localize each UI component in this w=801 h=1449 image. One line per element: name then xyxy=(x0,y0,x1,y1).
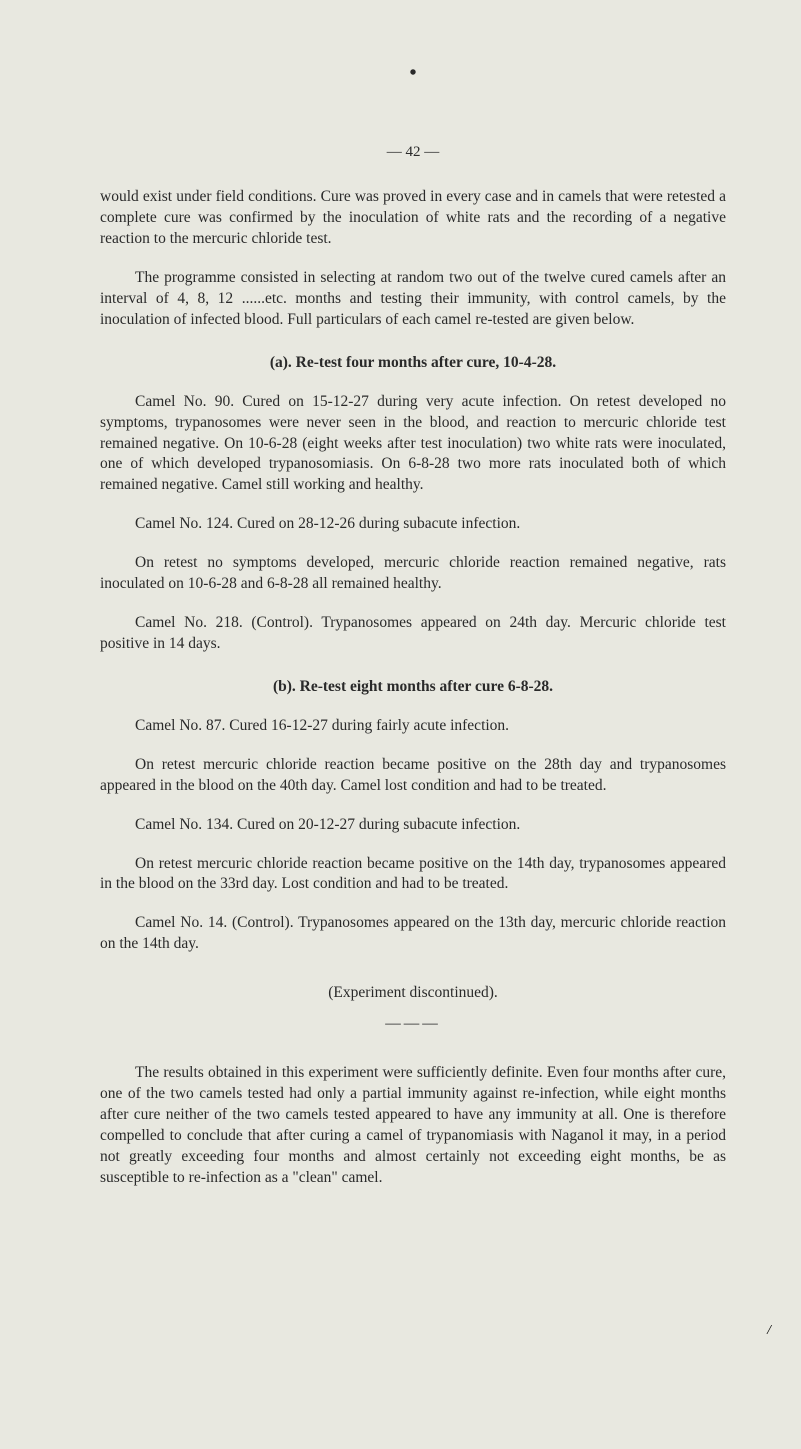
paragraph-camel-218: Camel No. 218. (Control). Trypanosomes a… xyxy=(100,613,726,655)
paragraph-intro-1: would exist under field conditions. Cure… xyxy=(100,187,726,250)
paragraph-conclusion: The results obtained in this experiment … xyxy=(100,1063,726,1189)
paragraph-camel-124-title: Camel No. 124. Cured on 28-12-26 during … xyxy=(100,514,726,535)
paragraph-camel-87-body: On retest mercuric chloride reaction bec… xyxy=(100,755,726,797)
paragraph-camel-124-body: On retest no symptoms developed, mercuri… xyxy=(100,553,726,595)
experiment-discontinued: (Experiment discontinued). xyxy=(100,983,726,1004)
section-heading-b: (b). Re-test eight months after cure 6-8… xyxy=(100,677,726,698)
paragraph-camel-14: Camel No. 14. (Control). Trypanosomes ap… xyxy=(100,913,726,955)
paragraph-camel-134-title: Camel No. 134. Cured on 20-12-27 during … xyxy=(100,815,726,836)
top-dot-mark: • xyxy=(100,60,726,87)
section-divider: ——— xyxy=(100,1014,726,1035)
document-page: • — 42 — would exist under field conditi… xyxy=(100,60,726,1189)
paragraph-camel-134-body: On retest mercuric chloride reaction bec… xyxy=(100,854,726,896)
paragraph-camel-90: Camel No. 90. Cured on 15-12-27 during v… xyxy=(100,392,726,497)
page-number: — 42 — xyxy=(100,142,726,162)
side-annotation-mark: / xyxy=(767,1323,771,1339)
section-heading-a: (a). Re-test four months after cure, 10-… xyxy=(100,353,726,374)
paragraph-intro-2: The programme consisted in selecting at … xyxy=(100,268,726,331)
paragraph-camel-87-title: Camel No. 87. Cured 16-12-27 during fair… xyxy=(100,716,726,737)
